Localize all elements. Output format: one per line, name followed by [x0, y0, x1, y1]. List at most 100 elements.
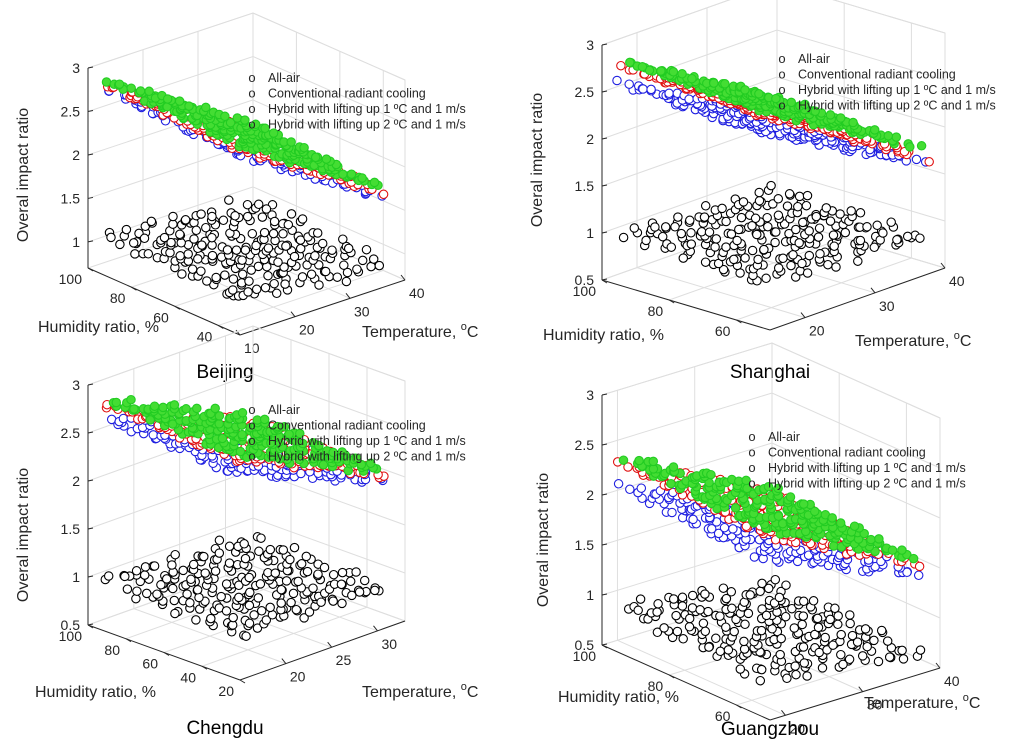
z-tick: [601, 643, 608, 646]
legend-entry: Hybrid with lifting up 1 ºC and 1 m/s: [798, 83, 996, 97]
data-point: [753, 254, 763, 265]
series-0: [618, 180, 925, 286]
legend-marker: o: [748, 476, 755, 491]
data-point: [739, 644, 750, 654]
data-point: [773, 263, 784, 273]
data-point: [183, 249, 193, 259]
data-point: [723, 645, 734, 655]
legend: o All-air o Conventional radiant cooling o Hy…: [248, 70, 465, 132]
data-point: [668, 67, 679, 77]
temperature-tick: [400, 274, 406, 281]
data-point: [747, 221, 757, 231]
data-point: [218, 215, 229, 226]
temperature-tick-label: 20: [809, 323, 825, 339]
data-point: [214, 535, 225, 546]
data-point: [676, 228, 687, 239]
data-point: [876, 625, 887, 636]
data-point: [194, 592, 204, 603]
data-point: [281, 576, 292, 586]
data-point: [793, 201, 803, 212]
data-point: [260, 282, 271, 293]
data-point: [319, 562, 330, 573]
data-point: [196, 266, 206, 276]
data-point: [821, 203, 832, 213]
data-point: [914, 561, 925, 572]
data-point: [892, 235, 902, 245]
data-point: [200, 568, 210, 578]
data-point: [726, 587, 737, 597]
data-point: [269, 216, 280, 227]
data-point: [293, 576, 303, 587]
data-point: [668, 594, 679, 604]
legend-entry: Conventional radiant cooling: [798, 68, 956, 82]
data-point: [310, 152, 321, 163]
data-point: [897, 545, 907, 555]
data-point: [245, 587, 255, 598]
scatter-points: [101, 77, 389, 301]
temperature-tick-label: 25: [336, 652, 352, 668]
legend-marker: o: [248, 449, 255, 464]
data-point: [882, 636, 893, 646]
data-point: [296, 559, 307, 569]
z-tick: [601, 393, 608, 396]
data-point: [256, 606, 267, 616]
data-point: [278, 229, 288, 239]
data-point: [699, 212, 710, 222]
panel-shanghai: 0.5 1 1.5 2 2.5 3 60 80 100 20 30 40 Overal impact r…: [529, 0, 996, 383]
data-point: [167, 560, 177, 570]
z-tick-label: 0.5: [61, 617, 81, 633]
data-point: [122, 584, 133, 594]
data-point: [740, 619, 750, 630]
data-point: [773, 194, 784, 204]
data-point: [798, 596, 809, 607]
data-point: [637, 62, 648, 72]
data-point: [306, 269, 317, 280]
data-point: [299, 613, 309, 623]
humidity-tick-label: 100: [573, 648, 597, 664]
data-point: [263, 243, 274, 253]
data-point: [228, 612, 238, 623]
temperature-tick: [281, 658, 287, 664]
temperature-tick: [290, 311, 296, 317]
data-point: [244, 572, 254, 583]
data-point: [265, 602, 275, 613]
data-point: [224, 541, 235, 552]
panel-title: Guangzhou: [721, 719, 819, 740]
data-point: [370, 585, 380, 596]
data-point: [269, 278, 279, 289]
z-tick: [87, 527, 94, 530]
data-point: [782, 201, 793, 211]
data-point: [321, 154, 332, 164]
z-tick: [601, 443, 608, 446]
data-point: [911, 154, 922, 165]
data-point: [794, 191, 805, 202]
series-0: [104, 195, 385, 301]
data-point: [721, 216, 731, 227]
humidity-tick-label: 40: [180, 669, 196, 685]
temperature-tick: [870, 287, 876, 294]
data-point: [339, 260, 349, 270]
data-point: [126, 394, 136, 405]
data-point: [196, 209, 206, 219]
temperature-axis-label: Temperature, oC: [855, 330, 971, 350]
data-point: [857, 651, 868, 661]
data-point: [222, 245, 233, 255]
z-tick-label: 2.5: [575, 437, 595, 453]
temperature-tick: [940, 262, 946, 269]
data-point: [347, 590, 357, 601]
data-point: [835, 209, 845, 219]
data-point: [761, 610, 772, 621]
temperature-tick-label: 20: [290, 669, 306, 685]
humidity-tick-label: 20: [218, 683, 234, 699]
data-point: [728, 524, 738, 534]
data-point: [646, 84, 656, 95]
z-tick: [87, 196, 94, 199]
data-point: [677, 69, 687, 79]
humidity-tick: [668, 299, 675, 304]
humidity-tick: [87, 267, 94, 272]
data-point: [823, 259, 833, 270]
data-point: [721, 242, 731, 252]
humidity-tick-label: 100: [59, 271, 83, 287]
data-point: [316, 597, 326, 607]
data-point: [915, 233, 925, 243]
